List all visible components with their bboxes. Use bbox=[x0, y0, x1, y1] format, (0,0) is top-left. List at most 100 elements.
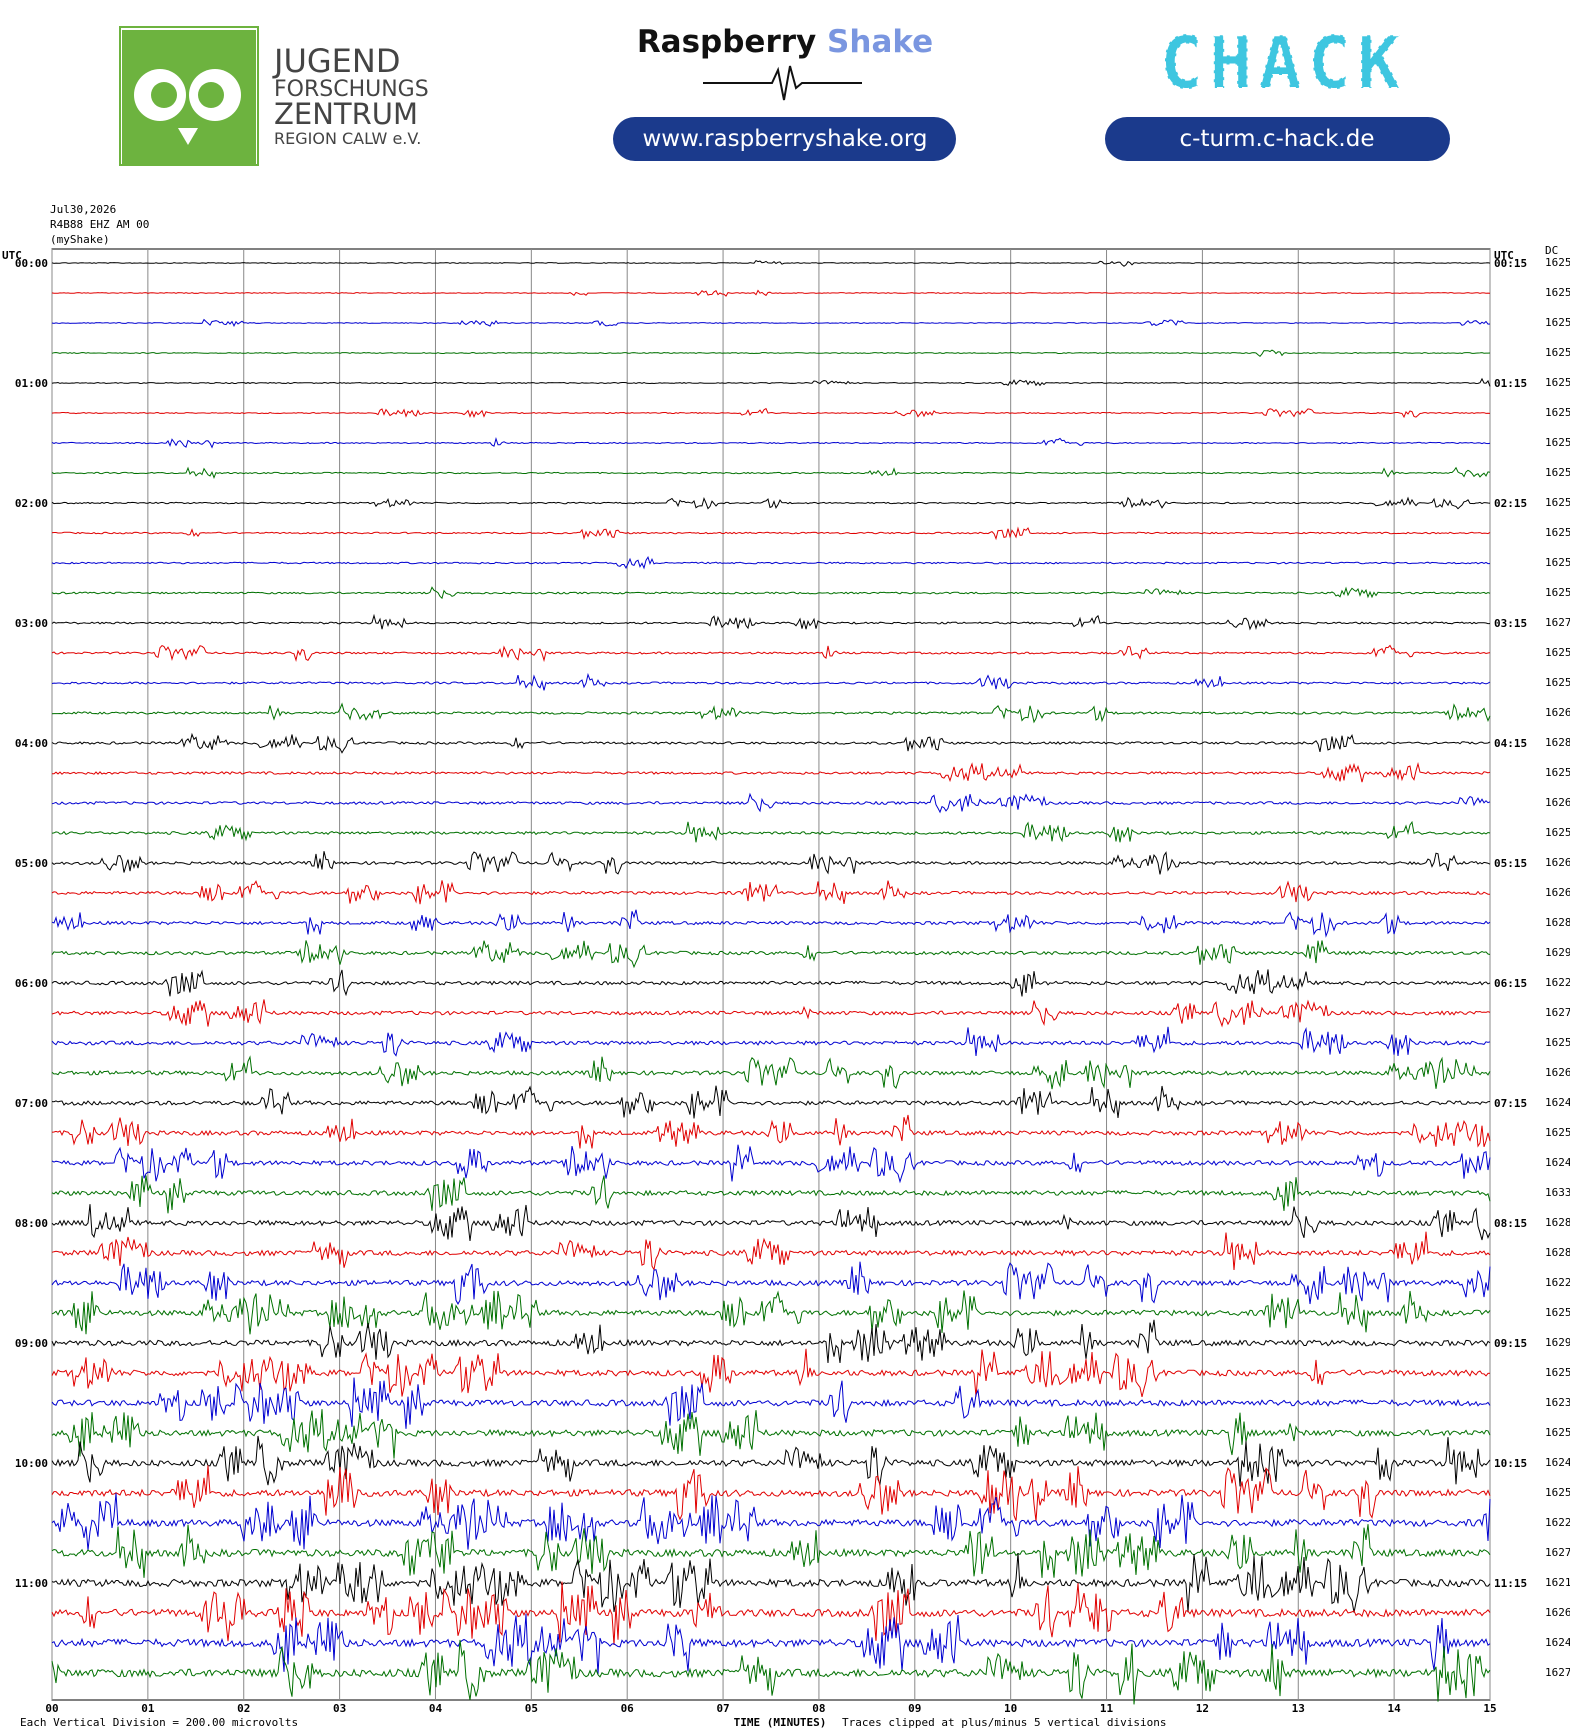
dc-value: 16289 bbox=[1545, 1246, 1570, 1259]
trace bbox=[51, 1175, 1491, 1214]
trace bbox=[51, 259, 1491, 267]
dc-value: 16253 bbox=[1545, 376, 1570, 389]
dc-value: 16275 bbox=[1545, 1006, 1570, 1019]
dc-value: 16253 bbox=[1545, 256, 1570, 269]
trace bbox=[51, 1204, 1491, 1242]
hour-label: 00:15 bbox=[1494, 257, 1527, 270]
trace bbox=[51, 1085, 1491, 1119]
hour-label: 03:15 bbox=[1494, 617, 1527, 630]
dc-value: 16255 bbox=[1545, 646, 1570, 659]
x-tick-label: 12 bbox=[1196, 1702, 1209, 1715]
dc-value: 16250 bbox=[1545, 1486, 1570, 1499]
jfz-line: FORSCHUNGS bbox=[274, 77, 429, 102]
url[interactable]: www.raspberryshake.org bbox=[643, 126, 928, 152]
source: (myShake) bbox=[50, 233, 110, 246]
dc-value: 16243 bbox=[1545, 1156, 1570, 1169]
trace bbox=[51, 1435, 1491, 1487]
x-tick-label: 00 bbox=[45, 1702, 58, 1715]
dc-value: 16285 bbox=[1545, 1216, 1570, 1229]
x-tick-label: 14 bbox=[1388, 1702, 1402, 1715]
trace bbox=[51, 792, 1491, 814]
trace bbox=[52, 761, 1491, 783]
dc-value: 16243 bbox=[1545, 1456, 1570, 1469]
plot: 00 01 02 03 04 05 06 07 08 09 10 11 12 13 14 15 16253 162… bbox=[2, 244, 1570, 1729]
hour-label: 09:15 bbox=[1494, 1337, 1527, 1350]
trace bbox=[51, 820, 1491, 843]
dc-value: 16277 bbox=[1545, 1546, 1570, 1559]
dc-value: 16258 bbox=[1545, 676, 1570, 689]
dc-value: 16219 bbox=[1545, 1576, 1570, 1589]
trace bbox=[51, 407, 1491, 419]
dc-value: 16255 bbox=[1545, 346, 1570, 359]
jfz-line: REGION CALW e.V. bbox=[274, 129, 421, 148]
hour-label: 08:15 bbox=[1494, 1217, 1527, 1230]
trace bbox=[51, 436, 1491, 449]
left-axis-label: UTC bbox=[2, 249, 22, 262]
trace bbox=[51, 349, 1491, 357]
dc-value: 16258 bbox=[1545, 1126, 1570, 1139]
trace bbox=[51, 1613, 1491, 1675]
brand: Raspberry Shake bbox=[637, 24, 933, 60]
x-tick-label: 15 bbox=[1483, 1702, 1496, 1715]
dc-value: 16256 bbox=[1545, 496, 1570, 509]
dc-value: 16260 bbox=[1545, 1606, 1570, 1619]
dc-value: 16257 bbox=[1545, 556, 1570, 569]
jfz-logo: JUGEND FORSCHUNGS ZENTRUM REGION CALW e.… bbox=[119, 26, 429, 166]
station: R4B88 EHZ AM 00 bbox=[50, 218, 149, 231]
dc-value: 16267 bbox=[1545, 706, 1570, 719]
dc-value: 16253 bbox=[1545, 1036, 1570, 1049]
dc-value: 16227 bbox=[1545, 976, 1570, 989]
trace bbox=[51, 1319, 1491, 1364]
dc-value: 16227 bbox=[1545, 1516, 1570, 1529]
trace bbox=[51, 377, 1491, 387]
dc-value: 16296 bbox=[1545, 1336, 1570, 1349]
hour-label: 00:00 bbox=[15, 257, 48, 270]
dc-value: 16269 bbox=[1545, 796, 1570, 809]
trace bbox=[51, 1261, 1491, 1305]
trace bbox=[51, 466, 1491, 479]
dc-value: 16257 bbox=[1545, 586, 1570, 599]
trace bbox=[51, 496, 1491, 510]
hour-label: 07:00 bbox=[15, 1097, 48, 1110]
trace bbox=[51, 613, 1490, 631]
x-tick-label: 01 bbox=[141, 1702, 155, 1715]
trace bbox=[51, 1581, 1491, 1645]
trace bbox=[51, 1465, 1491, 1522]
chack-logo: CHACK c-turm.c-hack.de bbox=[1105, 20, 1450, 161]
trace bbox=[51, 1524, 1491, 1578]
x-tick-label: 09 bbox=[908, 1702, 921, 1715]
trace bbox=[51, 556, 1490, 570]
hour-label: 02:00 bbox=[15, 497, 48, 510]
dc-value: 16236 bbox=[1545, 1396, 1570, 1409]
trace bbox=[51, 1409, 1491, 1459]
jfz-line: JUGEND bbox=[272, 42, 400, 80]
x-tick-label: 03 bbox=[333, 1702, 346, 1715]
url[interactable]: c-turm.c-hack.de bbox=[1180, 126, 1375, 152]
dc-value: 16254 bbox=[1545, 286, 1570, 299]
dc-value: 16289 bbox=[1545, 736, 1570, 749]
trace bbox=[51, 1348, 1491, 1398]
dc-value: 16244 bbox=[1545, 1636, 1570, 1649]
dc-value: 16273 bbox=[1545, 616, 1570, 629]
trace bbox=[51, 1114, 1491, 1149]
trace bbox=[51, 1377, 1491, 1429]
trace bbox=[51, 909, 1491, 938]
dc-value: 16250 bbox=[1545, 826, 1570, 839]
trace bbox=[51, 940, 1491, 969]
x-tick-label: 07 bbox=[716, 1702, 729, 1715]
dc-value: 16229 bbox=[1545, 1276, 1570, 1289]
x-tick-label: 08 bbox=[812, 1702, 825, 1715]
x-tick-label: 10 bbox=[1004, 1702, 1017, 1715]
hour-label: 11:15 bbox=[1494, 1577, 1527, 1590]
dc-value: 16267 bbox=[1545, 1066, 1570, 1079]
hour-label: 10:00 bbox=[15, 1457, 48, 1470]
hour-label: 04:15 bbox=[1494, 737, 1527, 750]
hour-label: 04:00 bbox=[15, 737, 48, 750]
x-tick-label: 04 bbox=[429, 1702, 443, 1715]
dc-value: 16268 bbox=[1545, 886, 1570, 899]
dc-value: 16279 bbox=[1545, 1666, 1570, 1679]
trace bbox=[51, 1290, 1491, 1335]
trace bbox=[51, 526, 1491, 541]
